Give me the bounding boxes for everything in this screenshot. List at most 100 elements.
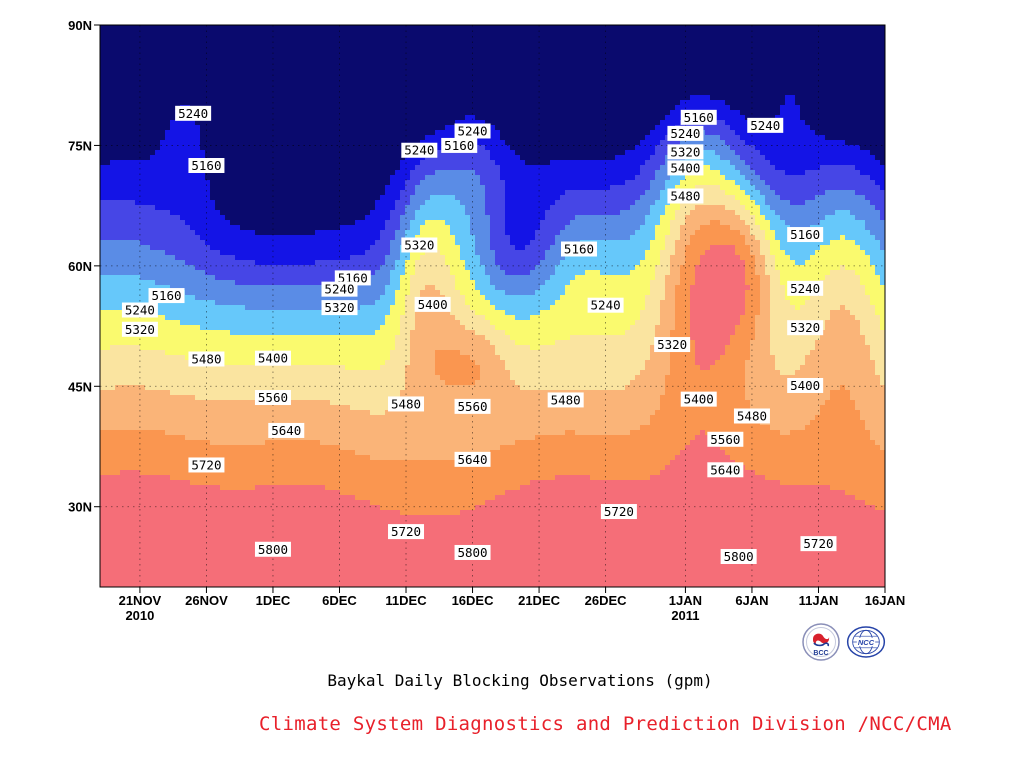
- contour-label-2: 5240: [457, 123, 487, 138]
- contour-label-25: 5480: [191, 351, 221, 366]
- contour-label-box-37: [707, 462, 744, 478]
- contour-label-box-26: [254, 350, 291, 366]
- contour-label-box-19: [787, 280, 824, 296]
- contour-band-8: [100, 220, 885, 515]
- contour-label-box-31: [547, 392, 584, 408]
- contour-label-box-9: [667, 160, 704, 176]
- contour-label-box-11: [787, 227, 824, 243]
- contour-labels: 5240516052405160524051605240524053205400…: [121, 105, 837, 564]
- x-tick-label-3: 6DEC: [322, 593, 357, 608]
- filled-contour-field: [100, 25, 885, 587]
- contour-label-box-33: [733, 408, 770, 424]
- contour-label-box-41: [800, 536, 837, 552]
- x-tick-label-0: 21NOV: [119, 593, 162, 608]
- x-tick-label-1: 26NOV: [185, 593, 228, 608]
- contour-label-box-44: [720, 548, 757, 564]
- contour-label-box-43: [454, 544, 491, 560]
- contour-label-box-24: [787, 320, 824, 336]
- contour-label-34: 5640: [271, 423, 301, 438]
- contour-label-box-34: [268, 422, 305, 438]
- x-tick-label-2: 1DEC: [256, 593, 291, 608]
- y-tick-label-3: 45N: [68, 379, 92, 394]
- contour-band-5: [100, 165, 885, 370]
- contour-label-13: 5320: [404, 237, 434, 252]
- contour-label-30: 5560: [457, 399, 487, 414]
- contour-label-box-18: [587, 297, 624, 313]
- contour-label-21: 5320: [125, 322, 155, 337]
- x-tick-label-7: 26DEC: [585, 593, 628, 608]
- contour-label-box-1: [188, 158, 225, 173]
- contour-label-6: 5240: [670, 126, 700, 141]
- contour-label-42: 5800: [258, 542, 288, 557]
- contour-label-38: 5720: [191, 457, 221, 472]
- contour-label-9: 5400: [670, 160, 700, 175]
- contour-label-box-2: [454, 123, 491, 139]
- chart-caption: Baykal Daily Blocking Observations (gpm): [327, 671, 713, 690]
- y-tick-label-2: 60N: [68, 259, 92, 274]
- contour-label-box-20: [321, 300, 358, 316]
- contour-label-39: 5720: [604, 504, 634, 519]
- contour-label-box-30: [454, 398, 491, 414]
- contour-label-29: 5480: [391, 396, 421, 411]
- contour-label-box-7: [747, 117, 784, 133]
- contour-band-6: [100, 185, 885, 415]
- ncc-logo: NCC: [846, 626, 886, 658]
- contour-label-box-16: [121, 302, 158, 318]
- contour-label-box-21: [121, 321, 158, 337]
- contour-label-box-25: [188, 351, 225, 367]
- x-tick-label-4: 11DEC: [385, 593, 427, 608]
- contour-label-box-40: [388, 524, 425, 540]
- contour-label-33: 5480: [737, 408, 767, 423]
- contour-label-box-0: [175, 105, 212, 121]
- contour-label-box-4: [401, 142, 438, 158]
- contour-label-box-5: [680, 109, 717, 125]
- contour-label-4: 5240: [404, 143, 434, 158]
- contour-label-box-23: [654, 337, 691, 353]
- contour-label-7: 5240: [750, 118, 780, 133]
- contour-band-0: [100, 25, 885, 235]
- contour-label-11: 5160: [790, 227, 820, 242]
- contour-label-1: 5160: [191, 158, 221, 173]
- contour-label-26: 5400: [258, 351, 288, 366]
- contour-label-box-15: [148, 288, 185, 304]
- contour-label-35: 5560: [710, 432, 740, 447]
- contour-label-32: 5400: [684, 392, 714, 407]
- contour-label-20: 5320: [324, 300, 354, 315]
- contour-label-box-10: [667, 188, 704, 204]
- contour-label-18: 5240: [591, 298, 621, 313]
- contour-label-box-22: [414, 296, 451, 312]
- contour-label-16: 5240: [125, 303, 155, 318]
- ncc-logo-text: NCC: [858, 638, 875, 647]
- contour-label-24: 5320: [790, 320, 820, 335]
- contour-label-box-12: [560, 241, 597, 257]
- contour-label-28: 5560: [258, 390, 288, 405]
- x-tick-year-8: 2011: [671, 608, 699, 623]
- bcc-logo-text: BCC: [813, 650, 828, 657]
- x-tick-label-6: 21DEC: [518, 593, 561, 608]
- contour-label-43: 5800: [457, 545, 487, 560]
- contour-label-box-42: [254, 541, 291, 557]
- y-tick-label-0: 90N: [68, 18, 92, 33]
- contour-label-23: 5320: [657, 337, 687, 352]
- x-tick-label-11: 16JAN: [865, 593, 905, 608]
- contour-label-8: 5320: [670, 144, 700, 159]
- contour-label-5: 5160: [684, 110, 714, 125]
- contour-label-box-35: [707, 431, 744, 447]
- y-tick-label-1: 75N: [68, 138, 92, 153]
- x-tick-label-9: 6JAN: [735, 593, 768, 608]
- contour-band-2: [100, 115, 885, 285]
- y-tick-label-4: 30N: [68, 500, 92, 515]
- contour-label-44: 5800: [724, 549, 754, 564]
- contour-label-22: 5400: [418, 297, 448, 312]
- contour-label-3: 5160: [444, 138, 474, 153]
- contour-label-box-6: [667, 125, 704, 141]
- contour-label-10: 5480: [670, 189, 700, 204]
- contour-label-12: 5160: [564, 241, 594, 256]
- contour-label-40: 5720: [391, 524, 421, 539]
- contour-label-15: 5160: [151, 288, 181, 303]
- contour-label-box-8: [667, 144, 704, 160]
- contour-label-19: 5240: [790, 281, 820, 296]
- contour-label-31: 5480: [551, 392, 581, 407]
- contour-label-box-17: [321, 281, 358, 297]
